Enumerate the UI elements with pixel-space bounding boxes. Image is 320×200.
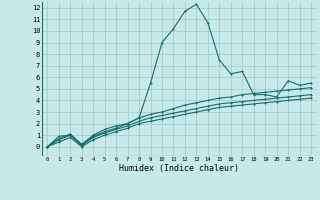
X-axis label: Humidex (Indice chaleur): Humidex (Indice chaleur) <box>119 164 239 173</box>
